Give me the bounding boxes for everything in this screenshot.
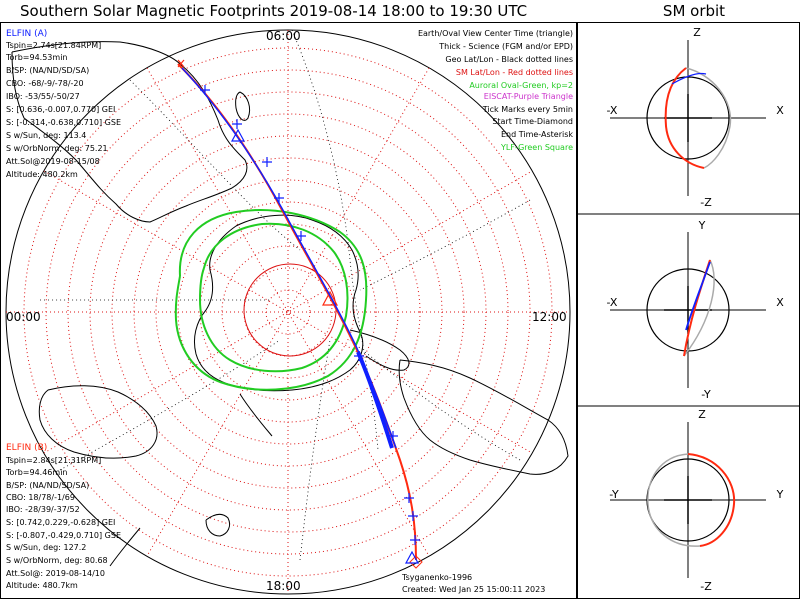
elfin-b-cbo: CBO: 18/78/-1/69 bbox=[6, 493, 75, 502]
legend: Earth/Oval View Center Time (triangle) T… bbox=[418, 29, 573, 152]
elfin-b-s-gse: S: [-0.807,-0.429,0.710] GSE bbox=[6, 531, 121, 540]
sm-longitude-lines bbox=[6, 30, 570, 594]
orbit-xz-ghost-orbit bbox=[685, 67, 732, 169]
orbit-xz-earth-circle bbox=[646, 76, 730, 160]
orbit-xz-label-top: Z bbox=[693, 26, 701, 39]
legend-end-time: End Time-Asterisk bbox=[501, 130, 573, 139]
orbit-xy-elfin-a bbox=[685, 261, 711, 331]
elfin-a-altitude: Altitude: 480.2km bbox=[6, 170, 78, 179]
elfin-a-bsp: B/SP: (NA/ND/SD/SA) bbox=[6, 66, 89, 75]
legend-eiscat: EISCAT-Purple Triangle bbox=[484, 92, 573, 101]
elfin-a-info: ELFIN (A) Tspin=2.74s[21.84RPM] Torb=94.… bbox=[5, 29, 121, 179]
elfin-b-start-diamond bbox=[409, 555, 423, 569]
elfin-b-name: ELFIN (B) bbox=[6, 443, 47, 453]
orbit-xy-label-top: Y bbox=[698, 219, 706, 232]
elfin-a-attsol: Att.Sol@2019-08-15/08 bbox=[6, 157, 100, 166]
sm-pole-circle bbox=[243, 263, 337, 357]
orbit-panel-xy: Y -Y -X X bbox=[607, 219, 785, 401]
elfin-a-orbnorm: S w/OrbNorm, deg: 75.21 bbox=[6, 144, 108, 153]
orbit-yz-earth-circle bbox=[646, 458, 730, 542]
legend-geo-grid: Geo Lat/Lon - Black dotted lines bbox=[445, 55, 573, 64]
clock-label-bottom: 18:00 bbox=[266, 579, 301, 593]
elfin-b-orbnorm: S w/OrbNorm, deg: 80.68 bbox=[6, 556, 108, 565]
elfin-a-ticks bbox=[200, 85, 420, 545]
orbit-xy-label-right: X bbox=[776, 296, 784, 309]
elfin-a-torb: Torb=94.53min bbox=[5, 53, 67, 62]
orbit-yz-ghost-orbit bbox=[647, 453, 701, 547]
clock-label-left: 00:00 bbox=[6, 310, 41, 324]
elfin-b-track bbox=[177, 63, 417, 561]
elfin-a-cbo: CBO: -68/-9/-78/-20 bbox=[6, 79, 84, 88]
clock-label-top: 06:00 bbox=[266, 29, 301, 43]
elfin-a-science-segment bbox=[356, 351, 394, 449]
elfin-b-spin: Tspin=2.84s[21.31RPM] bbox=[5, 456, 101, 465]
elfin-a-start-triangle bbox=[404, 550, 420, 564]
orbit-yz-elfin-b bbox=[687, 453, 736, 547]
elfin-b-bsp: B/SP: (NA/ND/SD/SA) bbox=[6, 481, 89, 490]
legend-auroral-oval: Auroral Oval-Green, kp=2 bbox=[469, 81, 573, 90]
legend-view-center: Earth/Oval View Center Time (triangle) bbox=[418, 29, 573, 38]
clock-label-right: 12:00 bbox=[532, 310, 567, 324]
orbit-xz-elfin-a bbox=[671, 72, 707, 85]
map-frame bbox=[0, 22, 577, 599]
orbit-xz-elfin-b bbox=[664, 67, 705, 169]
orbit-xz-label-left: -X bbox=[607, 104, 618, 117]
elfin-a-ibo: IBO: -53/55/-50/27 bbox=[6, 92, 80, 101]
geo-grid bbox=[39, 30, 531, 561]
elfin-a-s-gei: S: [0.636,-0.007,0.770] GEI bbox=[6, 105, 115, 114]
elfin-b-info: ELFIN (B) Tspin=2.84s[21.31RPM] Torb=94.… bbox=[5, 443, 121, 590]
orbit-xy-label-left: -X bbox=[607, 296, 618, 309]
orbit-yz-label-bottom: -Z bbox=[700, 580, 712, 593]
elfin-b-track-group bbox=[177, 59, 423, 569]
auroral-oval-outer bbox=[174, 209, 368, 391]
elfin-b-center-triangle bbox=[321, 290, 339, 306]
orbit-xy-ghost-orbit bbox=[683, 259, 715, 357]
page-title: Southern Solar Magnetic Footprints 2019-… bbox=[20, 2, 528, 20]
elfin-b-s-gei: S: [0.742,0.229,-0.628] GEI bbox=[6, 518, 115, 527]
elfin-a-name: ELFIN (A) bbox=[6, 29, 47, 39]
orbit-xy-label-bottom: -Y bbox=[701, 388, 711, 401]
orbit-title: SM orbit bbox=[662, 2, 726, 20]
orbit-xz-label-right: X bbox=[776, 104, 784, 117]
created-timestamp: Created: Wed Jan 25 15:00:11 2023 bbox=[402, 585, 545, 594]
orbit-yz-label-top: Z bbox=[698, 408, 706, 421]
elfin-b-torb: Torb=94.46min bbox=[5, 468, 67, 477]
elfin-a-spin: Tspin=2.74s[21.84RPM] bbox=[5, 41, 101, 50]
orbit-yz-label-left: -Y bbox=[609, 488, 619, 501]
legend-tick-marks: Tick Marks every 5min bbox=[482, 105, 573, 114]
elfin-a-center-triangle bbox=[230, 128, 246, 142]
orbit-yz-label-right: Y bbox=[776, 488, 784, 501]
auroral-ovals bbox=[174, 209, 368, 391]
elfin-a-sun-angle: S w/Sun, deg: 113.4 bbox=[6, 131, 86, 140]
legend-ylf: YLF-Green Square bbox=[500, 143, 573, 152]
elfin-b-altitude: Altitude: 480.7km bbox=[6, 581, 78, 590]
auroral-oval-inner bbox=[198, 222, 349, 373]
orbit-panel-yz: Z -Z -Y Y bbox=[609, 408, 783, 593]
sm-latitude-circles bbox=[23, 47, 553, 577]
legend-sm-grid: SM Lat/Lon - Red dotted lines bbox=[456, 68, 573, 77]
legend-start-time: Start Time-Diamond bbox=[492, 117, 573, 126]
elfin-b-attsol: Att.Sol@: 2019-08-14/10 bbox=[6, 569, 105, 578]
orbit-panel-xz: Z -Z -X X bbox=[607, 26, 785, 209]
elfin-a-track-group bbox=[181, 67, 420, 564]
elfin-b-ibo: IBO: -28/39/-37/52 bbox=[6, 505, 80, 514]
elfin-b-sun-angle: S w/Sun, deg: 127.2 bbox=[6, 543, 86, 552]
coastlines bbox=[11, 41, 569, 567]
elfin-b-end-asterisk bbox=[177, 59, 185, 68]
legend-thick-science: Thick - Science (FGM and/or EPD) bbox=[438, 42, 573, 51]
model-credit: Tsyganenko-1996 bbox=[401, 573, 472, 582]
orbit-xz-label-bottom: -Z bbox=[700, 196, 712, 209]
elfin-a-s-gse: S: [-0.314,-0.638,0.710] GSE bbox=[6, 118, 121, 127]
